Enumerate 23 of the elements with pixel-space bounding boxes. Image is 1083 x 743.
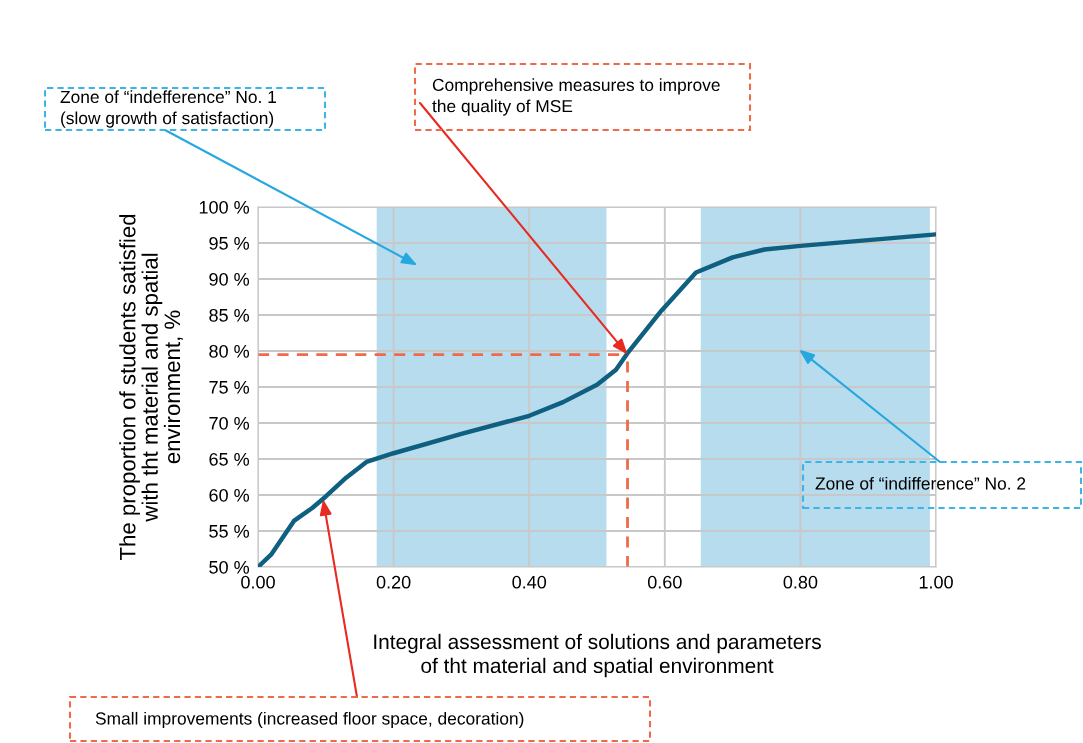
y-tick-label: 50 % — [209, 560, 250, 574]
y-tick-label: 95 % — [209, 236, 250, 250]
annotation: Zone of “indifference” No. 2 — [815, 476, 1026, 490]
annotation: Small improvements (increased floor space, decoration) — [95, 711, 524, 729]
annotation: Comprehensive measures to improve the quality of MSE — [432, 78, 720, 116]
x-axis-title: Integral assessment of solutions and parameters of tht material and spatial environment — [374, 633, 821, 678]
x-tick-label: 1.00 — [919, 575, 953, 589]
text: Zone of “indefference” No. 1 (slow growth of satisfaction) — [60, 90, 276, 128]
x-tick-label: 0.20 — [376, 575, 411, 589]
y-tick-label: 80 % — [209, 344, 250, 358]
x-tick-label: 0.40 — [512, 575, 547, 589]
y-tick-label: 60 % — [209, 488, 250, 502]
y-axis-title: The proportion of students satisfied with tht material and spatial environment, % — [119, 214, 183, 561]
x-tick-label: 0.00 — [241, 575, 275, 589]
x-tick-label: 0.80 — [783, 575, 818, 589]
y-tick-label: 70 % — [209, 416, 250, 430]
y-tick-label: 90 % — [209, 272, 250, 286]
x-tick-label: 0.60 — [647, 575, 682, 589]
y-tick-label: 55 % — [209, 525, 250, 538]
y-tick-label: 85 % — [209, 308, 250, 322]
y-tick-label: 65 % — [209, 452, 250, 466]
y-tick-label: 75 % — [209, 381, 250, 394]
y-tick-label: 100 % — [199, 200, 250, 214]
